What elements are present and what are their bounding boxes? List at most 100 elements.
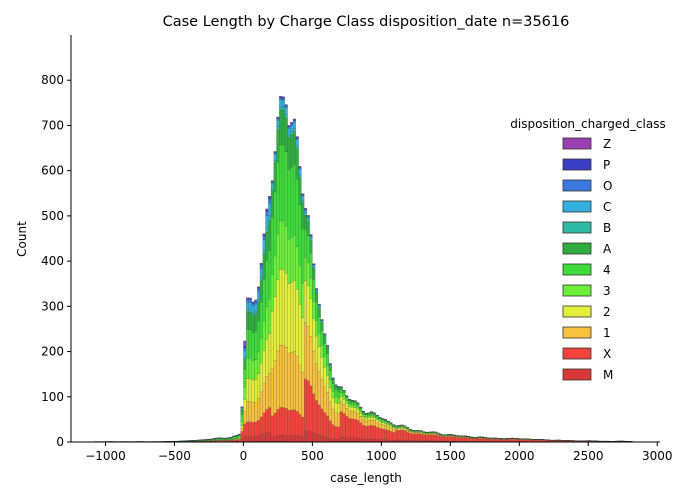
bar-segment-1 <box>348 410 352 419</box>
bar-segment-M <box>323 436 327 443</box>
bar-segment-1 <box>276 350 280 410</box>
bar-segment-3 <box>386 423 390 425</box>
bar-segment-O <box>243 347 247 352</box>
bar-segment-X <box>298 414 302 437</box>
bar-segment-X <box>433 434 437 441</box>
bar-segment-4 <box>240 414 244 422</box>
bar-segment-B <box>279 106 283 111</box>
bar-segment-1 <box>419 432 423 435</box>
bar-segment-3 <box>337 397 341 404</box>
bar-segment-4 <box>257 320 261 353</box>
bar-segment-X <box>342 413 346 437</box>
y-tick-label: 300 <box>41 299 64 313</box>
bar-segment-X <box>436 435 440 442</box>
bar-segment-1 <box>383 425 388 430</box>
bar-segment-A <box>326 347 330 354</box>
bar-segment-4 <box>381 419 385 422</box>
bar-segment-2 <box>298 304 302 365</box>
bar-segment-B <box>320 321 324 324</box>
bar-segment-2 <box>334 402 338 413</box>
bar-segment-X <box>483 438 487 442</box>
bar-segment-X <box>472 438 476 442</box>
bar-segment-A <box>370 412 374 414</box>
bar-segment-X <box>530 439 534 442</box>
bar-segment-3 <box>279 220 283 270</box>
bar-segment-X <box>532 440 536 442</box>
bar-segment-X <box>301 417 305 438</box>
x-tick-label: 3000 <box>642 449 673 463</box>
bar-segment-C <box>295 139 299 146</box>
bar-segment-X <box>248 421 252 437</box>
bar-segment-2 <box>257 373 261 399</box>
bar-segment-4 <box>235 436 239 439</box>
bar-segment-M <box>317 434 321 443</box>
bar-segment-P <box>295 137 299 139</box>
legend-swatch-Z <box>562 137 592 150</box>
bar-segment-X <box>508 439 512 442</box>
x-tick-label: 2000 <box>504 449 535 463</box>
bar-segment-A <box>276 129 280 163</box>
bar-segment-4 <box>359 408 363 412</box>
bar-segment-Z <box>287 125 291 127</box>
bar-segment-X <box>317 404 321 436</box>
bar-segment-X <box>370 425 374 440</box>
bar-segment-1 <box>240 428 244 432</box>
bar-segment-1 <box>436 434 440 436</box>
bar-segment-X <box>273 412 277 437</box>
bar-segment-1 <box>356 413 360 421</box>
legend-swatch-2 <box>562 305 592 318</box>
bar-segment-4 <box>317 316 321 334</box>
x-tick-label: −1000 <box>85 449 126 463</box>
bar-segment-1 <box>422 433 426 435</box>
bar-segment-Z <box>295 136 299 138</box>
bar-segment-2 <box>243 399 247 412</box>
bar-segment-C <box>292 121 296 129</box>
bar-segment-4 <box>273 191 277 257</box>
bar-segment-A <box>339 387 343 390</box>
bar-segment-1 <box>257 398 261 421</box>
y-axis-label: Count <box>15 221 29 257</box>
bar-segment-3 <box>284 225 288 274</box>
bar-segment-A <box>268 220 272 251</box>
bar-segment-P <box>265 209 269 212</box>
bar-segment-B <box>323 335 327 337</box>
bar-segment-M <box>350 437 354 443</box>
bar-segment-O <box>284 106 288 109</box>
bar-segment-M <box>251 436 255 443</box>
bar-segment-X <box>262 412 266 434</box>
bar-segment-2 <box>359 412 363 417</box>
bar-segment-3 <box>306 262 310 286</box>
bar-segment-B <box>315 291 319 294</box>
bar-segment-X <box>334 426 338 440</box>
bar-segment-1 <box>301 372 305 418</box>
bar-segment-2 <box>381 422 385 425</box>
bar-segment-2 <box>240 425 244 429</box>
x-tick-label: 1500 <box>435 449 466 463</box>
bar-segment-M <box>243 435 247 443</box>
bar-segment-2 <box>389 425 393 429</box>
bar-segment-2 <box>400 427 404 429</box>
bar-segment-O <box>262 235 266 240</box>
bar-segment-C <box>268 203 272 216</box>
bar-segment-C <box>284 107 288 115</box>
bar-segment-M <box>348 437 352 443</box>
bar-segment-Z <box>259 262 263 265</box>
bar-segment-X <box>397 430 401 441</box>
bar-segment-4 <box>345 397 349 401</box>
bar-segment-1 <box>303 322 308 379</box>
bar-segment-X <box>339 411 343 437</box>
bar-segment-2 <box>254 379 258 403</box>
bar-segment-X <box>461 437 465 442</box>
bar-segment-Z <box>262 233 266 235</box>
bar-segment-2 <box>306 285 310 327</box>
legend-label-M: M <box>603 368 613 382</box>
bar-segment-4 <box>262 279 266 322</box>
bar-segment-A <box>345 396 349 398</box>
bar-segment-X <box>281 407 285 436</box>
bar-segment-1 <box>367 420 371 426</box>
bar-segment-O <box>306 216 310 218</box>
bar-segment-C <box>298 168 302 175</box>
bar-segment-P <box>287 125 291 128</box>
bar-segment-4 <box>389 423 393 426</box>
bar-segment-3 <box>309 277 313 299</box>
